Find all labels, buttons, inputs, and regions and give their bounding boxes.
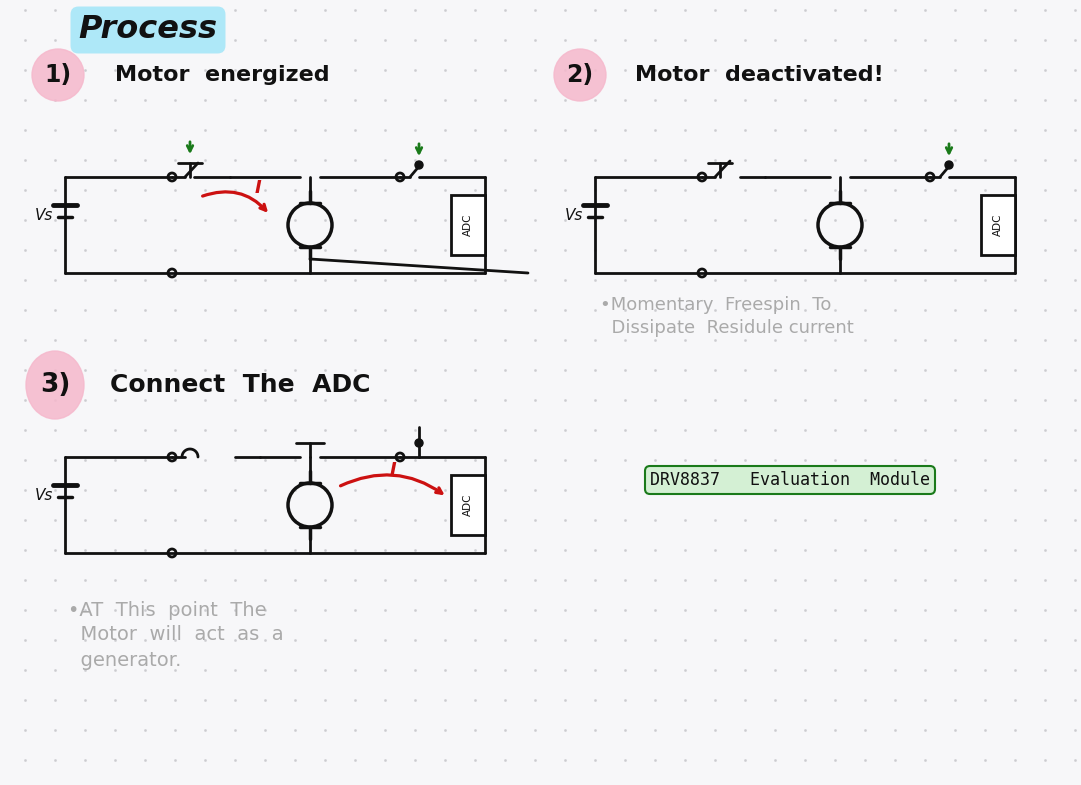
Text: Vs: Vs	[35, 207, 53, 222]
Text: Dissipate  Residule current: Dissipate Residule current	[600, 319, 854, 337]
Ellipse shape	[553, 49, 606, 101]
Text: ADC: ADC	[463, 494, 473, 517]
Text: Motor  will  act  as  a: Motor will act as a	[68, 626, 283, 644]
Text: •Momentary  Freespin  To: •Momentary Freespin To	[600, 296, 831, 314]
Ellipse shape	[26, 351, 84, 419]
Text: 3): 3)	[40, 372, 70, 398]
Text: Motor  deactivated!: Motor deactivated!	[635, 65, 884, 85]
Text: Vs: Vs	[35, 487, 53, 502]
Ellipse shape	[32, 49, 84, 101]
Text: I: I	[390, 461, 397, 479]
Text: 2): 2)	[566, 63, 593, 87]
Text: Vs: Vs	[564, 207, 583, 222]
Circle shape	[945, 161, 953, 169]
Text: Connect  The  ADC: Connect The ADC	[110, 373, 371, 397]
Text: ADC: ADC	[463, 214, 473, 236]
Text: Motor  energized: Motor energized	[115, 65, 330, 85]
Bar	[451, 475, 485, 535]
Bar	[451, 195, 485, 255]
Text: I: I	[255, 179, 262, 197]
Text: DRV8837   Evaluation  Module: DRV8837 Evaluation Module	[650, 471, 930, 489]
Circle shape	[415, 161, 423, 169]
Bar	[980, 195, 1015, 255]
Text: •AT  This  point  The: •AT This point The	[68, 601, 267, 619]
Text: Process: Process	[79, 14, 217, 46]
Text: generator.: generator.	[68, 651, 182, 670]
Text: ADC: ADC	[993, 214, 1003, 236]
Text: 1): 1)	[44, 63, 71, 87]
Circle shape	[415, 439, 423, 447]
